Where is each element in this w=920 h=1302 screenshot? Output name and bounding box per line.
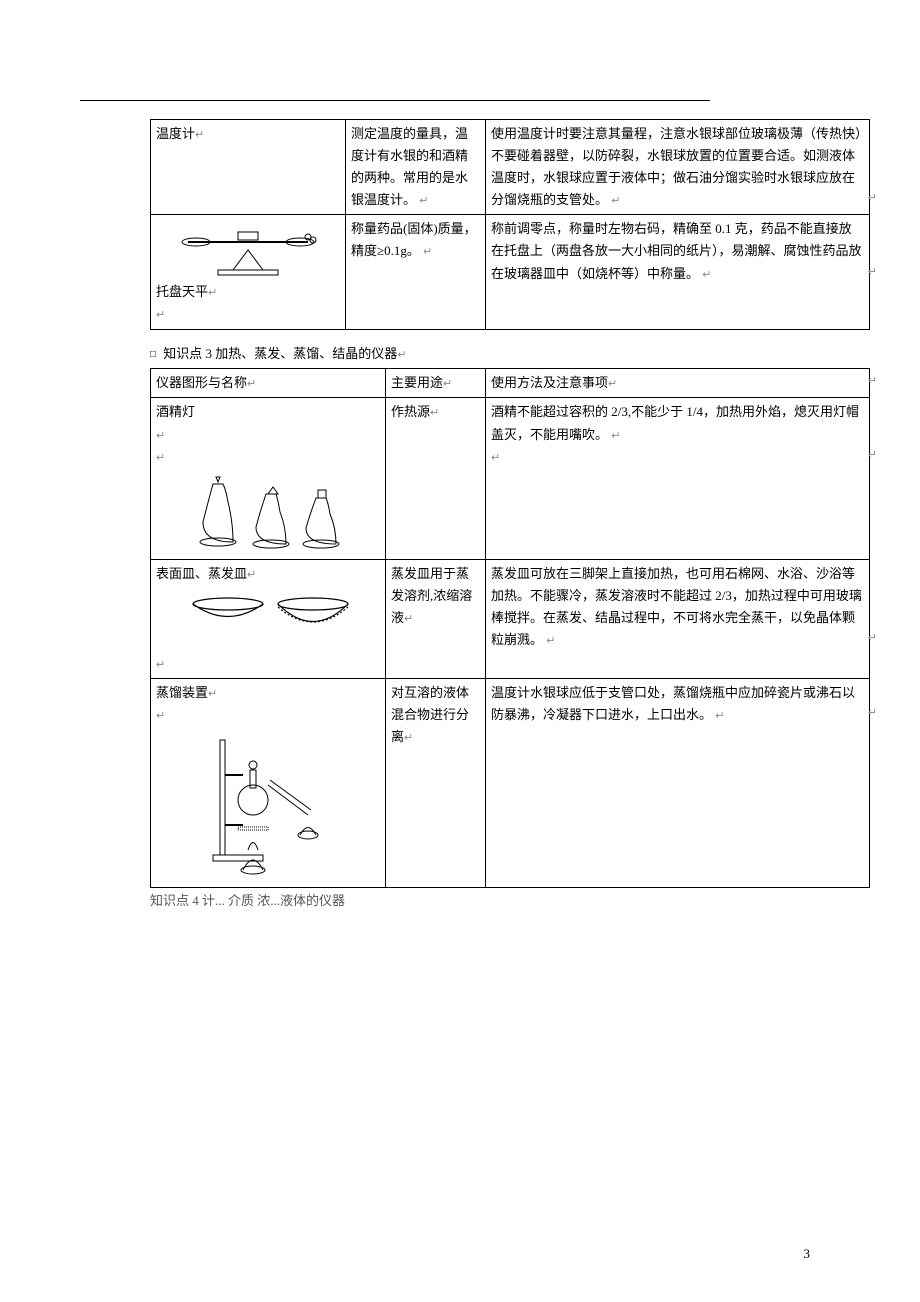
return-mark: ↵ — [208, 287, 217, 299]
table-row: 表面皿、蒸发皿↵ ↵ 蒸发皿用于蒸发溶剂,浓缩溶液↵ 蒸发皿可放在三脚架上直接加… — [151, 559, 870, 678]
cell-name-lamp: 酒精灯 ↵ ↵ — [151, 398, 386, 559]
balance-illustration — [178, 222, 318, 277]
return-mark: ↵ — [611, 430, 620, 442]
return-mark: ↵ — [546, 635, 555, 647]
return-mark: ↵ — [611, 195, 620, 207]
instrument-name: 托盘天平 — [156, 284, 208, 299]
cell-note-thermometer: 使用温度计时要注意其量程，注意水银球部位玻璃极薄（传热快）不要碰着器壁，以防碎裂… — [486, 120, 870, 215]
return-mark: ↵ — [247, 378, 256, 390]
row-end-mark: ↵ — [868, 704, 877, 723]
instrument-use: 测定温度的量具，温度计有水银的和酒精的两种。常用的是水银温度计。 — [351, 126, 468, 207]
cell-note-balance: 称前调零点，称量时左物右码，精确至 0.1 克，药品不能直接放在托盘上（两盘各放… — [486, 215, 870, 329]
table-row: 蒸馏装置↵ ↵ — [151, 678, 870, 887]
header-label: 主要用途 — [391, 375, 443, 390]
header-note: 使用方法及注意事项↵ ↵ — [486, 369, 870, 398]
cell-name-dish: 表面皿、蒸发皿↵ ↵ — [151, 559, 386, 678]
return-mark: ↵ — [443, 378, 452, 390]
row-end-mark: ↵ — [868, 629, 877, 648]
bullet-icon: □ — [150, 349, 156, 360]
return-mark: ↵ — [208, 688, 217, 700]
instrument-name: 酒精灯 — [156, 404, 195, 419]
distillation-illustration — [208, 730, 328, 880]
table-row: 酒精灯 ↵ ↵ — [151, 398, 870, 559]
instrument-name: 表面皿、蒸发皿 — [156, 566, 247, 581]
cell-note-dish: 蒸发皿可放在三脚架上直接加热，也可用石棉网、水浴、沙浴等加热。不能骤冷，蒸发溶液… — [486, 559, 870, 678]
instrument-note: 称前调零点，称量时左物右码，精确至 0.1 克，药品不能直接放在托盘上（两盘各放… — [491, 221, 862, 280]
section-heading: □ 知识点 3 加热、蒸发、蒸馏、结晶的仪器↵ — [150, 344, 850, 365]
page-container: 温度计↵ 测定温度的量具，温度计有水银的和酒精的两种。常用的是水银温度计。 ↵ … — [0, 0, 920, 909]
instrument-note: 使用温度计时要注意其量程，注意水银球部位玻璃极薄（传热快）不要碰着器壁，以防碎裂… — [491, 126, 862, 207]
cell-use-dish: 蒸发皿用于蒸发溶剂,浓缩溶液↵ — [386, 559, 486, 678]
row-end-mark: ↵ — [868, 446, 877, 465]
instruments-table-1: 温度计↵ 测定温度的量具，温度计有水银的和酒精的两种。常用的是水银温度计。 ↵ … — [150, 119, 870, 330]
top-rule — [80, 100, 710, 101]
page-number: 3 — [804, 1246, 811, 1262]
return-mark: ↵ — [702, 269, 711, 281]
return-mark: ↵ — [419, 195, 428, 207]
instrument-use: 对互溶的液体混合物进行分离 — [391, 685, 469, 744]
return-mark: ↵ — [156, 659, 165, 671]
alcohol-lamp-illustration — [178, 472, 358, 552]
return-mark: ↵ — [397, 349, 406, 361]
return-mark: ↵ — [423, 246, 432, 258]
row-end-mark: ↵ — [868, 372, 877, 391]
header-label: 仪器图形与名称 — [156, 375, 247, 390]
section-title-text: 知识点 3 加热、蒸发、蒸馏、结晶的仪器 — [163, 346, 397, 361]
row-end-mark: ↵ — [868, 263, 877, 282]
cell-note-distill: 温度计水银球应低于支管口处，蒸馏烧瓶中应加碎瓷片或沸石以防暴沸，冷凝器下口进水，… — [486, 678, 870, 887]
instrument-name: 蒸馏装置 — [156, 685, 208, 700]
instrument-use: 称量药品(固体)质量，精度≥0.1g。 — [351, 221, 477, 258]
return-mark: ↵ — [156, 710, 165, 722]
cell-use-balance: 称量药品(固体)质量，精度≥0.1g。 ↵ — [346, 215, 486, 329]
return-mark: ↵ — [156, 452, 165, 464]
cell-use-distill: 对互溶的液体混合物进行分离↵ — [386, 678, 486, 887]
instrument-note: 酒精不能超过容积的 2/3,不能少于 1/4，加热用外焰，熄灭用灯帽盖灭，不能用… — [491, 404, 859, 441]
cell-use-thermometer: 测定温度的量具，温度计有水银的和酒精的两种。常用的是水银温度计。 ↵ — [346, 120, 486, 215]
cutoff-text: 知识点 4 计... 介质 浓...液体的仪器 — [150, 890, 850, 909]
instrument-note: 温度计水银球应低于支管口处，蒸馏烧瓶中应加碎瓷片或沸石以防暴沸，冷凝器下口进水，… — [491, 685, 855, 722]
table-header-row: 仪器图形与名称↵ 主要用途↵ 使用方法及注意事项↵ ↵ — [151, 369, 870, 398]
table-row: 温度计↵ 测定温度的量具，温度计有水银的和酒精的两种。常用的是水银温度计。 ↵ … — [151, 120, 870, 215]
return-mark: ↵ — [715, 710, 724, 722]
instrument-use: 作热源 — [391, 404, 430, 419]
table-row: 托盘天平↵ ↵ 称量药品(固体)质量，精度≥0.1g。 ↵ 称前调零点，称量时左… — [151, 215, 870, 329]
return-mark: ↵ — [430, 407, 439, 419]
return-mark: ↵ — [608, 378, 617, 390]
evaporating-dish-illustration — [183, 589, 353, 649]
header-name: 仪器图形与名称↵ — [151, 369, 386, 398]
cell-name-balance: 托盘天平↵ ↵ — [151, 215, 346, 329]
cell-name-thermometer: 温度计↵ — [151, 120, 346, 215]
row-end-mark: ↵ — [868, 189, 877, 208]
return-mark: ↵ — [247, 569, 256, 581]
return-mark: ↵ — [156, 309, 165, 321]
header-use: 主要用途↵ — [386, 369, 486, 398]
return-mark: ↵ — [195, 129, 204, 141]
header-label: 使用方法及注意事项 — [491, 375, 608, 390]
return-mark: ↵ — [404, 732, 413, 744]
cell-use-lamp: 作热源↵ — [386, 398, 486, 559]
cell-name-distill: 蒸馏装置↵ ↵ — [151, 678, 386, 887]
return-mark: ↵ — [491, 452, 500, 464]
return-mark: ↵ — [156, 430, 165, 442]
cell-note-lamp: 酒精不能超过容积的 2/3,不能少于 1/4，加热用外焰，熄灭用灯帽盖灭，不能用… — [486, 398, 870, 559]
return-mark: ↵ — [404, 613, 413, 625]
instruments-table-2: 仪器图形与名称↵ 主要用途↵ 使用方法及注意事项↵ ↵ 酒精灯 ↵ ↵ — [150, 368, 870, 888]
instrument-name: 温度计 — [156, 126, 195, 141]
